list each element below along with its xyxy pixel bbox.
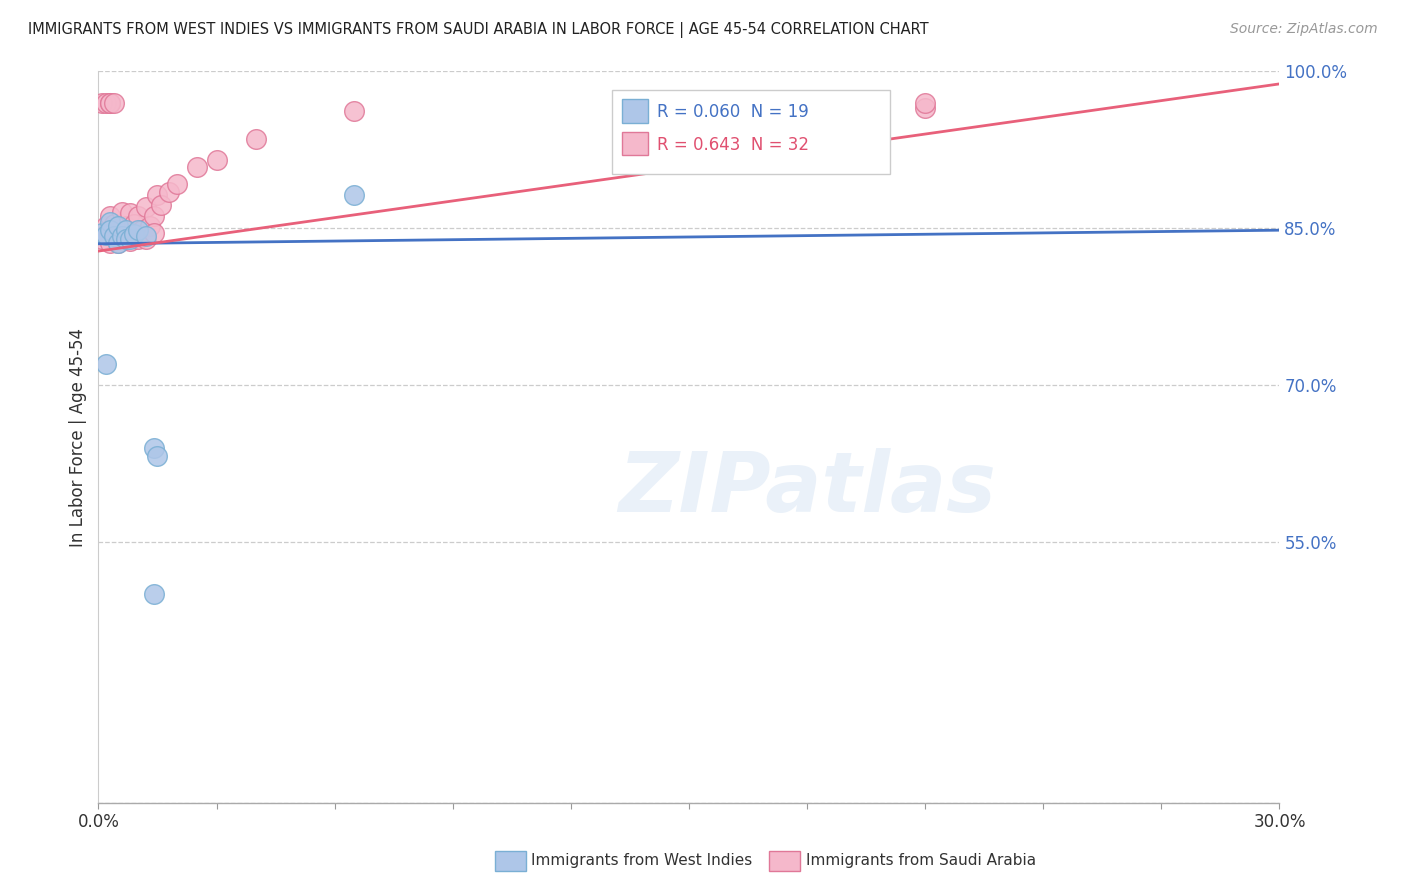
Point (150, 198, 173, 212)
Point (107, 235, 129, 250)
Point (118, 206, 141, 220)
Point (205, 153, 228, 168)
Point (107, 235, 129, 250)
Point (146, 187, 169, 202)
Point (115, 223, 138, 237)
Point (111, 205, 134, 219)
Point (142, 227, 165, 241)
FancyBboxPatch shape (621, 132, 648, 155)
FancyBboxPatch shape (621, 99, 648, 122)
Point (118, 231, 141, 245)
Point (91, 231, 114, 245)
Text: IMMIGRANTS FROM WEST INDIES VS IMMIGRANTS FROM SAUDI ARABIA IN LABOR FORCE | AGE: IMMIGRANTS FROM WEST INDIES VS IMMIGRANT… (28, 22, 929, 38)
Point (103, 229, 125, 244)
Point (127, 231, 149, 245)
Point (135, 200, 157, 214)
Point (186, 161, 208, 175)
Point (115, 219, 138, 233)
Point (98, 215, 121, 229)
Point (142, 587, 165, 601)
Point (343, 104, 366, 119)
Point (111, 228, 134, 243)
Point (142, 209, 165, 223)
Point (98, 223, 121, 237)
Point (96, 219, 118, 233)
Point (111, 229, 134, 244)
Point (107, 219, 129, 233)
Point (103, 95, 125, 110)
Point (98, 209, 121, 223)
FancyBboxPatch shape (612, 90, 890, 174)
Point (103, 217, 125, 231)
Point (146, 449, 169, 463)
Point (142, 441, 165, 455)
Text: Immigrants from Saudi Arabia: Immigrants from Saudi Arabia (806, 854, 1036, 868)
Text: R = 0.643  N = 32: R = 0.643 N = 32 (657, 136, 808, 153)
Point (98, 95, 121, 110)
Text: R = 0.060  N = 19: R = 0.060 N = 19 (657, 103, 808, 120)
Point (96, 95, 118, 110)
Point (96, 228, 118, 243)
Point (157, 185, 180, 199)
Point (131, 223, 153, 237)
Text: Immigrants from West Indies: Immigrants from West Indies (531, 854, 752, 868)
Point (166, 178, 188, 192)
Point (127, 223, 149, 237)
Point (115, 231, 138, 245)
Text: Source: ZipAtlas.com: Source: ZipAtlas.com (1230, 22, 1378, 37)
Point (343, 187, 366, 202)
Point (122, 217, 145, 231)
Point (135, 229, 157, 244)
Point (914, 95, 936, 110)
Point (135, 231, 157, 245)
Point (115, 229, 138, 244)
Point (138, 219, 160, 233)
Point (96, 357, 118, 371)
Point (122, 227, 145, 242)
Point (914, 101, 936, 115)
Point (107, 223, 129, 237)
Point (98, 95, 121, 110)
Y-axis label: In Labor Force | Age 45-54: In Labor Force | Age 45-54 (69, 327, 87, 547)
Point (98, 235, 121, 250)
Point (103, 227, 125, 241)
Point (91, 227, 114, 241)
Text: ZIPatlas: ZIPatlas (619, 448, 995, 529)
Point (118, 234, 141, 248)
Point (245, 132, 267, 146)
Point (91, 95, 114, 110)
Point (127, 209, 149, 223)
